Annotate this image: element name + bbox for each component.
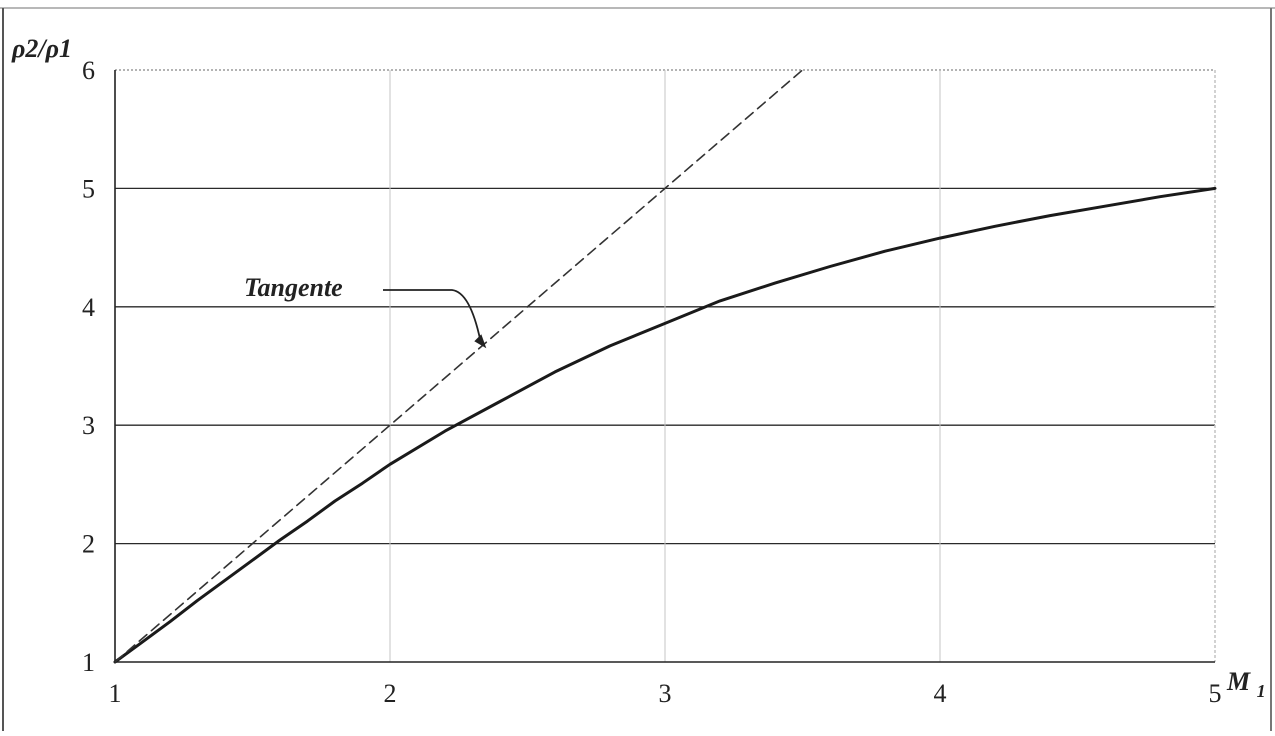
annotation-arrowhead [474, 334, 487, 349]
x-tick-label: 4 [934, 679, 947, 708]
axis-titles: ρ2/ρ1 M 1 [11, 34, 1266, 701]
x-axis-title: M 1 [1226, 667, 1266, 701]
axes [114, 70, 1215, 663]
annotation-arrow [383, 289, 482, 341]
y-tick-label: 6 [82, 56, 95, 85]
y-axis-title: ρ2/ρ1 [11, 34, 72, 63]
annotations: Tangente [244, 273, 487, 349]
x-tick-label: 5 [1209, 679, 1222, 708]
y-tick-label: 1 [82, 648, 95, 677]
y-tick-label: 2 [82, 530, 95, 559]
density-ratio-curve [113, 186, 1217, 664]
x-axis-title-main: M [1226, 667, 1251, 696]
y-tick-label: 5 [82, 174, 95, 203]
tangent-line [114, 69, 804, 663]
x-tick-label: 1 [109, 679, 122, 708]
series [113, 69, 1217, 664]
x-tick-label: 2 [384, 679, 397, 708]
chart-frame [0, 7, 1275, 731]
y-tick-label: 3 [82, 411, 95, 440]
tick-labels: 1 2 3 4 5 1 2 3 4 5 6 [82, 56, 1222, 708]
x-tick-label: 3 [659, 679, 672, 708]
x-axis-title-subscript: 1 [1257, 681, 1266, 701]
grid [115, 69, 1216, 662]
y-tick-label: 4 [82, 293, 95, 322]
annotation-label: Tangente [244, 273, 343, 302]
